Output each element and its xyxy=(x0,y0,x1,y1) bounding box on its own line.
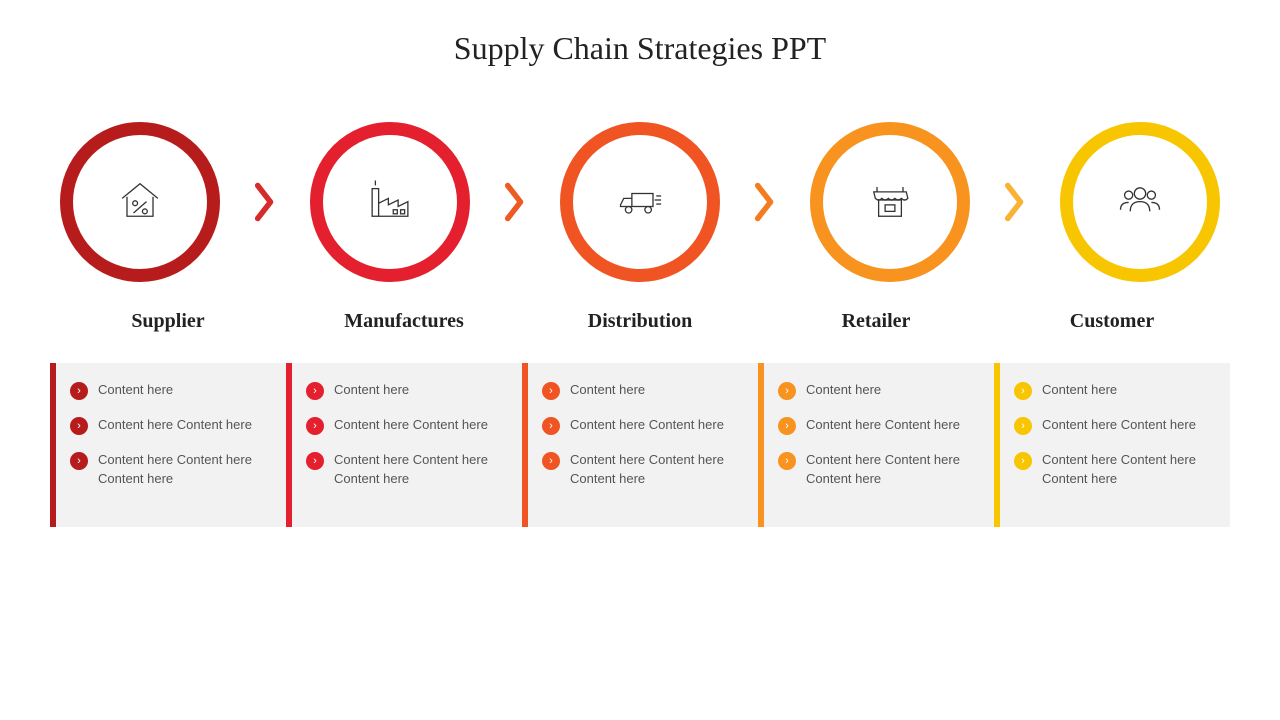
chevron-icon xyxy=(754,182,776,222)
stage-label-customer: Customer xyxy=(994,310,1230,333)
list-item: ›Content here Content here xyxy=(70,416,272,435)
bullet-chevron-icon: › xyxy=(1014,382,1032,400)
stage-label-distribution: Distribution xyxy=(522,310,758,333)
list-item: ›Content here xyxy=(778,381,980,400)
stage-label-retailer: Retailer xyxy=(758,310,994,333)
stage-circle-customer xyxy=(1060,122,1220,282)
card-retailer: ›Content here ›Content here Content here… xyxy=(758,363,994,527)
list-item: ›Content here Content here xyxy=(542,416,744,435)
bullet-chevron-icon: › xyxy=(306,417,324,435)
card-customer: ›Content here ›Content here Content here… xyxy=(994,363,1230,527)
bullet-chevron-icon: › xyxy=(778,452,796,470)
labels-row: Supplier Manufactures Distribution Retai… xyxy=(50,310,1230,333)
page-title: Supply Chain Strategies PPT xyxy=(454,30,826,67)
storefront-icon xyxy=(864,174,916,231)
list-item: ›Content here Content here Content here xyxy=(778,451,980,489)
bullet-chevron-icon: › xyxy=(778,382,796,400)
card-slot-distribution: ›Content here ›Content here Content here… xyxy=(522,363,758,527)
bullet-chevron-icon: › xyxy=(542,417,560,435)
bullet-chevron-icon: › xyxy=(70,452,88,470)
circle-retailer xyxy=(810,122,970,282)
list-item: ›Content here Content here Content here xyxy=(70,451,272,489)
chevron-icon xyxy=(254,182,276,222)
card-slot-retailer: ›Content here ›Content here Content here… xyxy=(758,363,994,527)
slide: Supply Chain Strategies PPT xyxy=(0,0,1280,720)
bullets-list: ›Content here ›Content here Content here… xyxy=(306,381,508,489)
chevron-icon xyxy=(1004,182,1026,222)
bullet-chevron-icon: › xyxy=(542,382,560,400)
card-slot-customer: ›Content here ›Content here Content here… xyxy=(994,363,1230,527)
card-manufactures: ›Content here ›Content here Content here… xyxy=(286,363,522,527)
stage-label-supplier: Supplier xyxy=(50,310,286,333)
card-slot-supplier: ›Content here ›Content here Content here… xyxy=(50,363,286,527)
list-item: ›Content here Content here xyxy=(306,416,508,435)
list-item: ›Content here Content here xyxy=(778,416,980,435)
list-item: ›Content here Content here Content here xyxy=(306,451,508,489)
list-item: ›Content here Content here Content here xyxy=(1014,451,1216,489)
circle-manufactures xyxy=(310,122,470,282)
list-item: ›Content here xyxy=(70,381,272,400)
bullets-list: ›Content here ›Content here Content here… xyxy=(70,381,272,489)
stage-circle-supplier xyxy=(60,122,220,282)
circle-supplier xyxy=(60,122,220,282)
bullet-chevron-icon: › xyxy=(1014,417,1032,435)
stage-label-manufactures: Manufactures xyxy=(286,310,522,333)
bullets-list: ›Content here ›Content here Content here… xyxy=(1014,381,1216,489)
card-distribution: ›Content here ›Content here Content here… xyxy=(522,363,758,527)
bullet-chevron-icon: › xyxy=(306,382,324,400)
list-item: ›Content here xyxy=(1014,381,1216,400)
list-item: ›Content here Content here xyxy=(1014,416,1216,435)
card-slot-manufactures: ›Content here ›Content here Content here… xyxy=(286,363,522,527)
list-item: ›Content here Content here Content here xyxy=(542,451,744,489)
list-item: ›Content here xyxy=(542,381,744,400)
bullet-chevron-icon: › xyxy=(542,452,560,470)
bullet-chevron-icon: › xyxy=(778,417,796,435)
cards-row: ›Content here ›Content here Content here… xyxy=(50,363,1230,527)
chevron-icon xyxy=(504,182,526,222)
people-icon xyxy=(1114,174,1166,231)
card-supplier: ›Content here ›Content here Content here… xyxy=(50,363,286,527)
bullets-list: ›Content here ›Content here Content here… xyxy=(778,381,980,489)
house-percent-icon xyxy=(114,174,166,231)
bullet-chevron-icon: › xyxy=(70,382,88,400)
circle-customer xyxy=(1060,122,1220,282)
stage-circle-manufactures xyxy=(310,122,470,282)
stage-circle-distribution xyxy=(560,122,720,282)
truck-icon xyxy=(614,174,666,231)
circles-row xyxy=(50,122,1230,282)
list-item: ›Content here xyxy=(306,381,508,400)
bullets-list: ›Content here ›Content here Content here… xyxy=(542,381,744,489)
factory-icon xyxy=(364,174,416,231)
circle-distribution xyxy=(560,122,720,282)
stage-circle-retailer xyxy=(810,122,970,282)
bullet-chevron-icon: › xyxy=(1014,452,1032,470)
bullet-chevron-icon: › xyxy=(70,417,88,435)
bullet-chevron-icon: › xyxy=(306,452,324,470)
